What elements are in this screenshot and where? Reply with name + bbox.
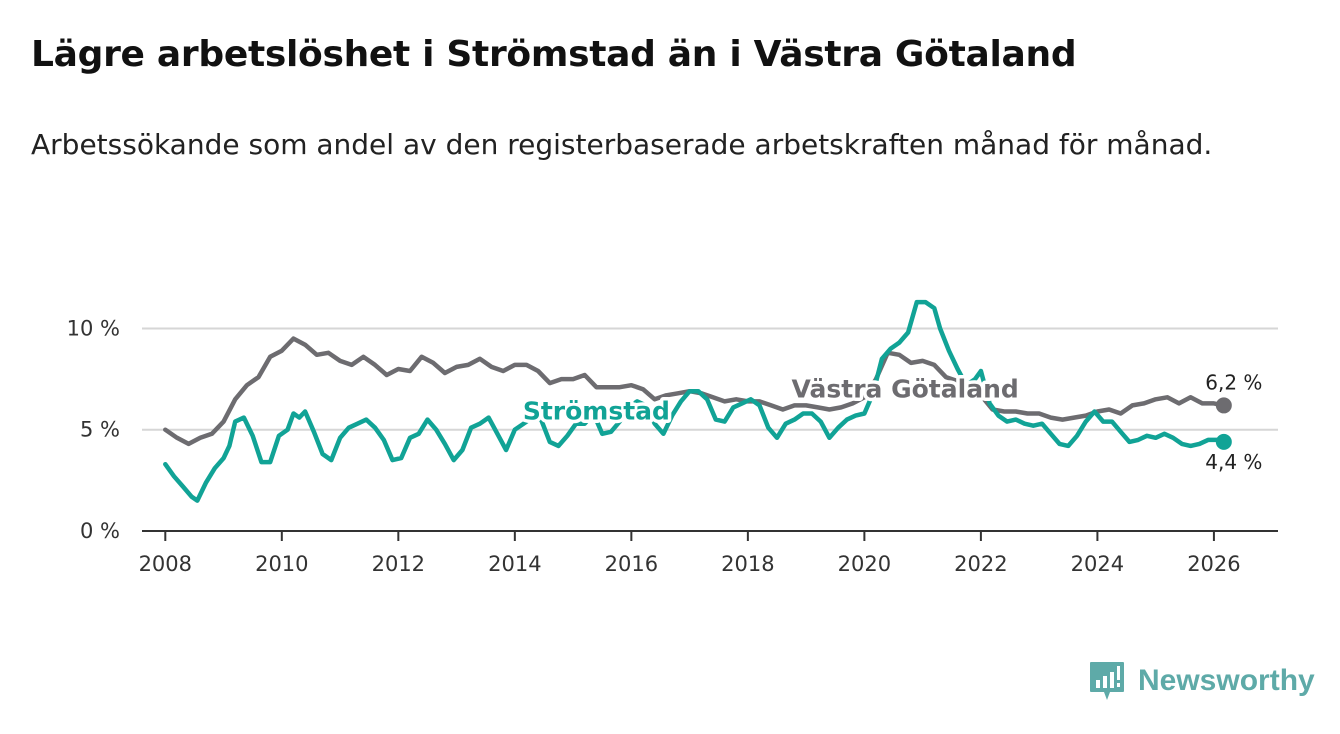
chart-title: Lägre arbetslöshet i Strömstad än i Väst…: [31, 34, 1077, 75]
series-label-stromstad: Strömstad: [523, 397, 670, 426]
series-layer: [163, 299, 1232, 503]
grid-layer: 0 % 5 % 10 % 2008 2010 2012 2014 2016 2018 2020 20…: [67, 316, 1278, 576]
end-value-label-stromstad: 4,4 %: [1205, 450, 1262, 474]
series-line-stromstad: [163, 299, 1227, 503]
newsworthy-logo: Newsworthy: [1088, 660, 1315, 702]
series-label-halo-stromstad: Strömstad: [523, 397, 670, 426]
x-tick-label: 2020: [838, 552, 891, 576]
x-tick-label: 2012: [372, 552, 425, 576]
brand-name: Newsworthy: [1138, 664, 1315, 697]
y-tick-label: 10 %: [67, 316, 120, 340]
x-tick-label: 2022: [954, 552, 1007, 576]
y-tick-label: 5 %: [80, 418, 120, 442]
x-tick-label: 2018: [721, 552, 774, 576]
series-end-dot-stromstad: [1215, 433, 1232, 450]
newsworthy-logo-icon: [1090, 662, 1124, 700]
x-tick-label: 2014: [488, 552, 541, 576]
x-tick-label: 2016: [605, 552, 658, 576]
end-value-label-vastra: 6,2 %: [1205, 370, 1262, 394]
x-tick-label: 2008: [139, 552, 192, 576]
x-tick-label: 2010: [255, 552, 308, 576]
series-end-dot-vastra: [1215, 397, 1232, 414]
series-label-halo-vastra: Västra Götaland: [792, 374, 1019, 403]
x-tick-label: 2024: [1071, 552, 1124, 576]
chart-subtitle: Arbetssökande som andel av den registerb…: [31, 128, 1213, 161]
series-label-vastra: Västra Götaland: [792, 374, 1019, 403]
y-tick-label: 0 %: [80, 519, 120, 543]
x-tick-label: 2026: [1187, 552, 1240, 576]
